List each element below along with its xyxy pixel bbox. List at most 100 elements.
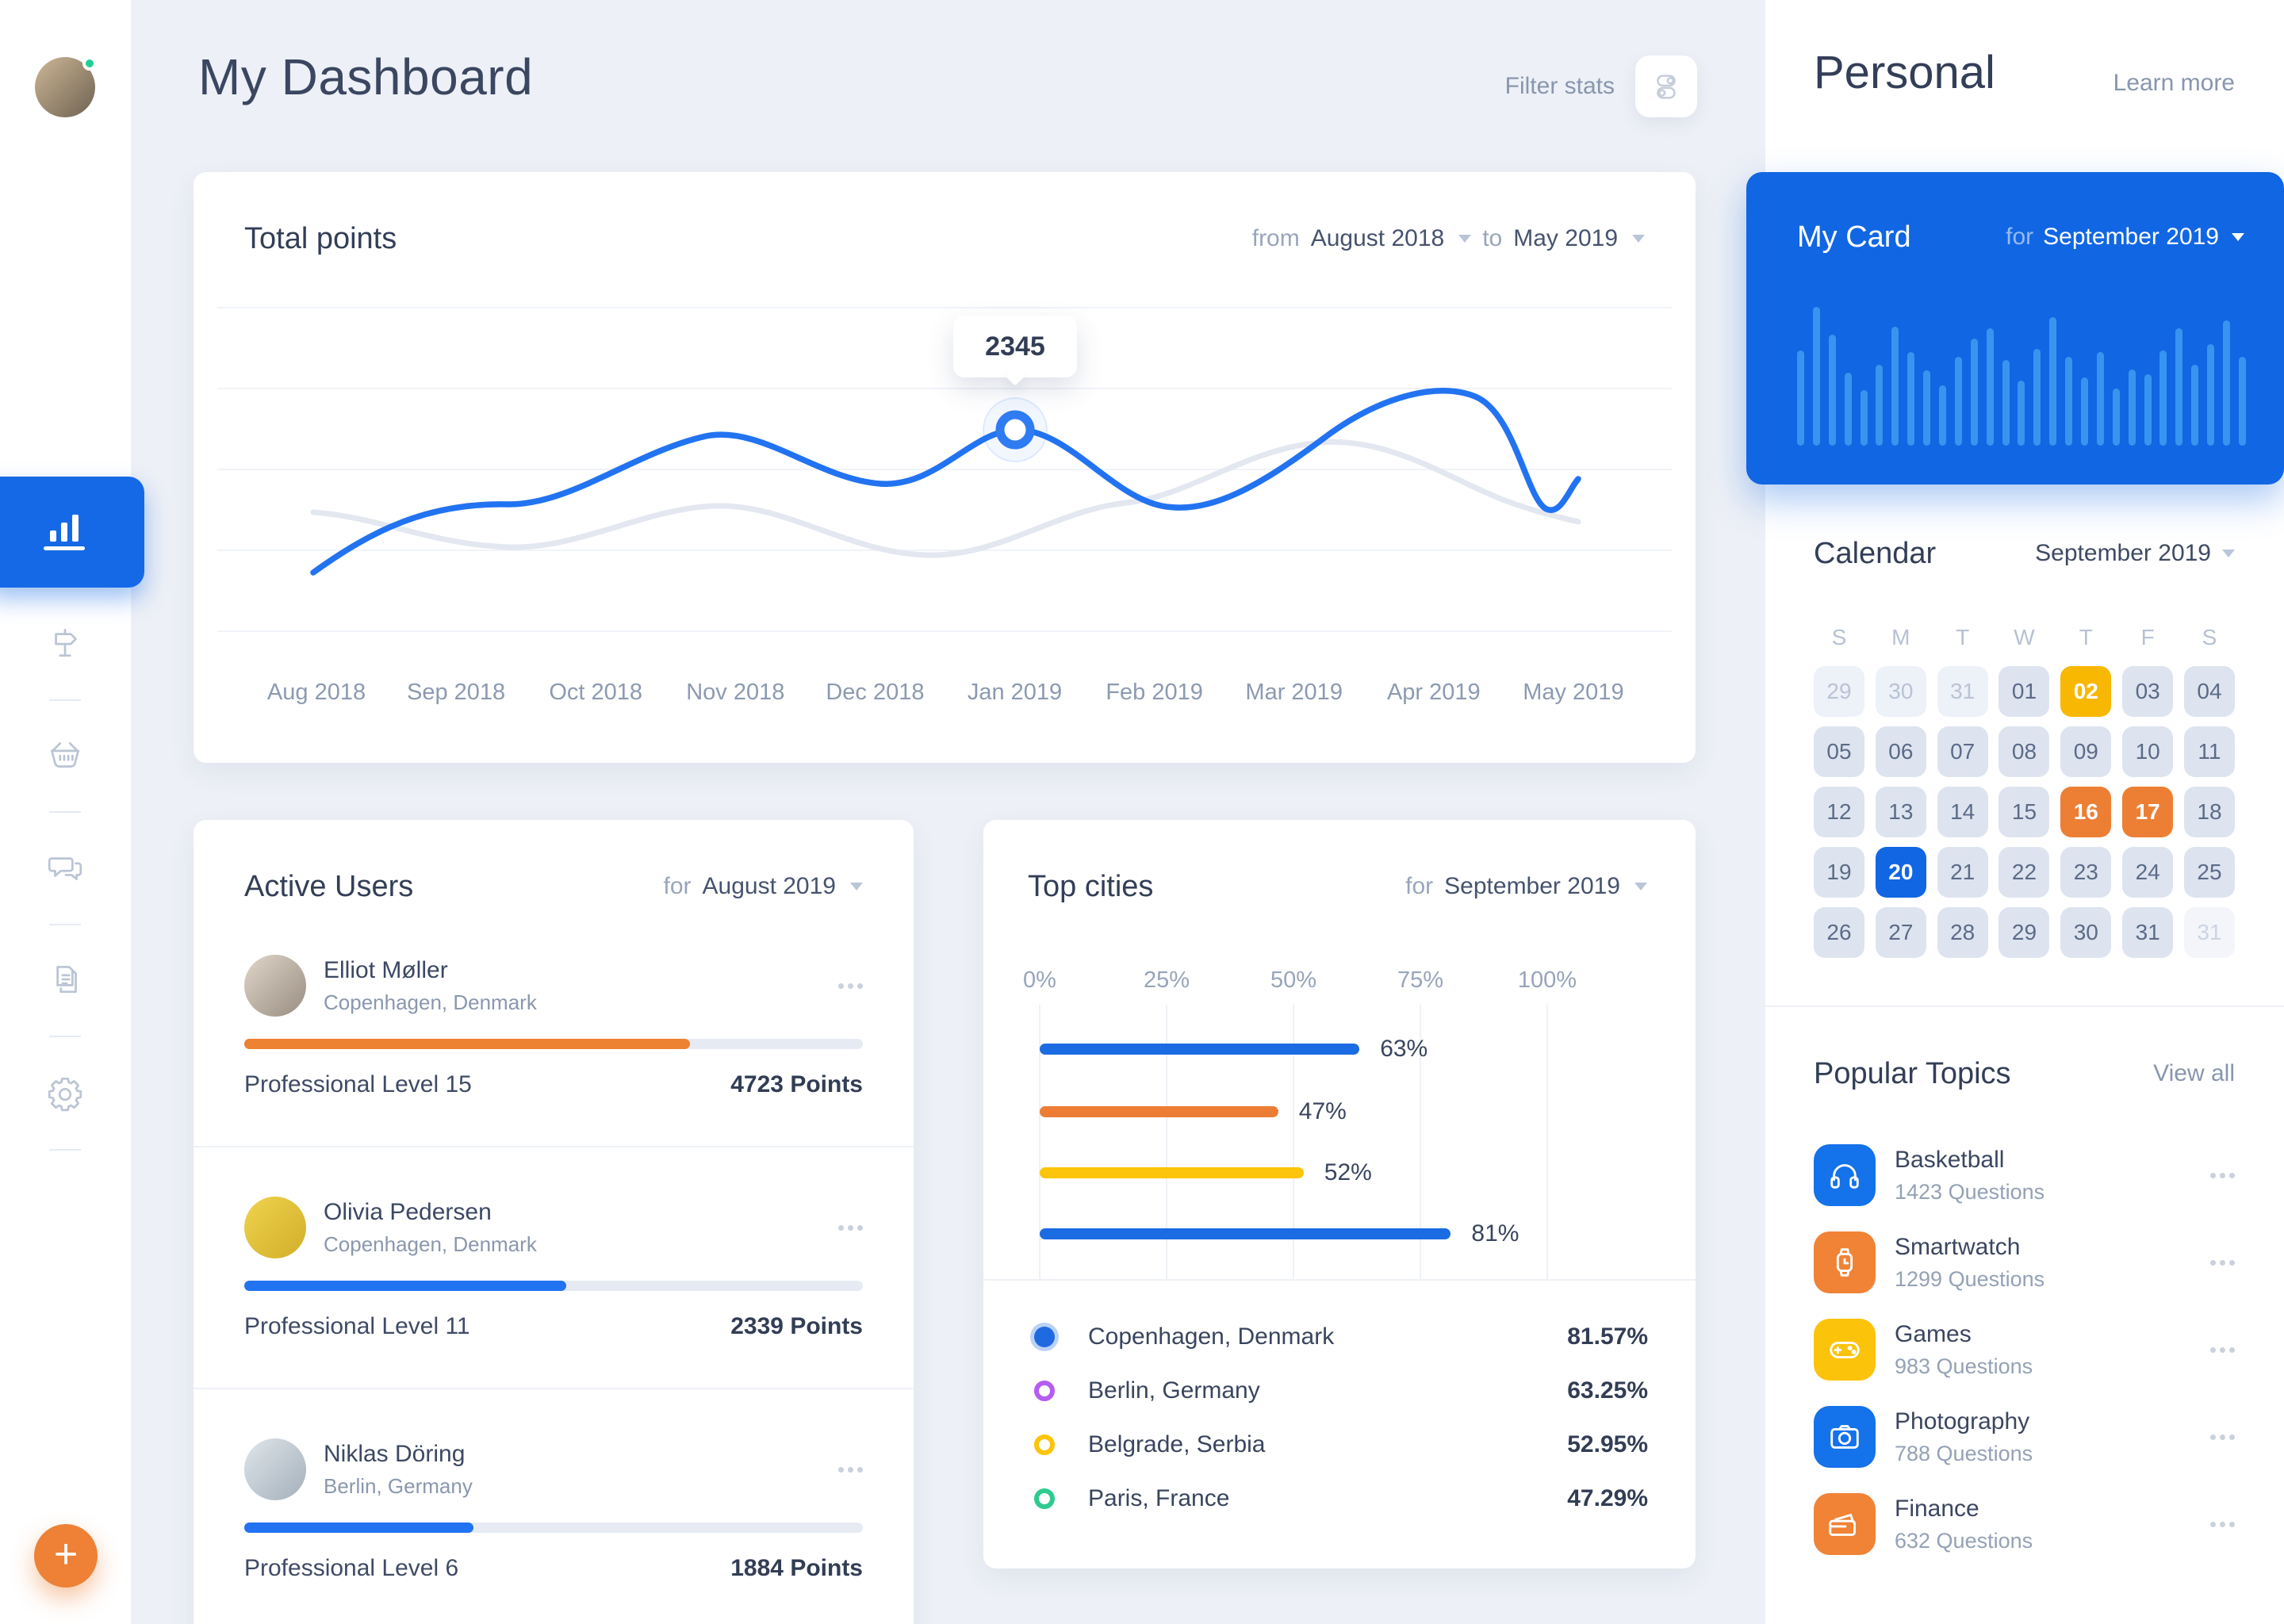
x-axis-tick: Dec 2018 [826, 680, 925, 705]
total-points-line-chart [217, 307, 1672, 632]
more-options-button[interactable] [838, 1466, 863, 1473]
calendar-day[interactable]: 28 [1937, 907, 1988, 958]
calendar-day[interactable]: 19 [1814, 847, 1864, 898]
calendar-day[interactable]: 06 [1875, 726, 1926, 777]
calendar-day[interactable]: 05 [1814, 726, 1864, 777]
progress-fill [244, 1281, 566, 1291]
calendar-day[interactable]: 10 [2122, 726, 2174, 777]
activity-bar [1907, 352, 1915, 446]
view-all-link[interactable]: View all [2153, 1060, 2235, 1086]
divider [1765, 1005, 2284, 1007]
calendar-day[interactable]: 12 [1814, 787, 1864, 837]
learn-more-link[interactable]: Learn more [2113, 70, 2235, 96]
more-options-button[interactable] [2210, 1346, 2235, 1353]
calendar-day[interactable]: 29 [1998, 907, 2050, 958]
top-cities-period-select[interactable]: September 2019 [1444, 873, 1620, 899]
calendar-day[interactable]: 22 [1998, 847, 2050, 898]
calendar-day[interactable]: 18 [2183, 787, 2235, 837]
for-label: for [663, 873, 692, 899]
calendar-day[interactable]: 11 [2183, 726, 2235, 777]
more-options-button[interactable] [2210, 1172, 2235, 1178]
page-title: My Dashboard [198, 48, 534, 105]
more-options-button[interactable] [2210, 1259, 2235, 1266]
calendar-day[interactable]: 13 [1875, 787, 1926, 837]
calendar-day[interactable]: 31 [1937, 666, 1988, 717]
calendar-day[interactable]: 09 [2060, 726, 2112, 777]
x-axis-tick: Nov 2018 [686, 680, 785, 705]
sidebar-item-dashboard[interactable] [0, 477, 144, 588]
topic-row[interactable]: Finance 632 Questions [1814, 1493, 2235, 1555]
more-options-button[interactable] [838, 982, 863, 989]
calendar-day[interactable]: 15 [1998, 787, 2050, 837]
calendar-day[interactable]: 04 [2183, 666, 2235, 717]
activity-bar [2128, 370, 2136, 446]
sidebar-item-shop[interactable] [33, 732, 97, 776]
avatar[interactable] [244, 955, 306, 1017]
calendar-day[interactable]: 25 [2183, 847, 2235, 898]
calendar-day[interactable]: 20 [1875, 847, 1926, 898]
calendar-day[interactable]: 16 [2060, 787, 2112, 837]
top-cities-legend: Copenhagen, Denmark 81.57% Berlin, Germany… [1034, 1320, 1648, 1535]
calendar-day[interactable]: 26 [1814, 907, 1864, 958]
calendar-day[interactable]: 31 [2183, 907, 2235, 958]
sidebar-item-milestones[interactable] [33, 620, 97, 665]
user-row: Elliot Møller Copenhagen, Denmark Professi… [244, 955, 863, 1098]
calendar-day[interactable]: 23 [2060, 847, 2112, 898]
calendar-day[interactable]: 24 [2122, 847, 2174, 898]
filter-stats-button[interactable] [1635, 56, 1697, 117]
more-options-button[interactable] [838, 1224, 863, 1231]
calendar-day[interactable]: 17 [2122, 787, 2174, 837]
dot-icon [2220, 1521, 2225, 1527]
activity-bar [1860, 390, 1868, 446]
topic-row[interactable]: Smartwatch 1299 Questions [1814, 1231, 2235, 1293]
calendar-period-select[interactable]: September 2019 [2035, 540, 2235, 567]
calendar-day[interactable]: 01 [1998, 666, 2050, 717]
active-users-period-select[interactable]: August 2019 [702, 873, 836, 899]
chart-tooltip: 2345 [953, 316, 1077, 377]
more-options-button[interactable] [2210, 1434, 2235, 1440]
dot-icon [2229, 1259, 2235, 1266]
user-avatar[interactable] [35, 56, 97, 117]
sidebar-item-documents[interactable] [33, 956, 97, 1001]
dot-icon [2229, 1521, 2235, 1527]
avatar[interactable] [244, 1438, 306, 1500]
for-label: for [1405, 873, 1434, 899]
calendar-day[interactable]: 02 [2060, 666, 2112, 717]
calendar-day[interactable]: 30 [2060, 907, 2112, 958]
more-options-button[interactable] [2210, 1521, 2235, 1527]
topic-name: Finance [1895, 1495, 1979, 1522]
calendar-day[interactable]: 07 [1937, 726, 1988, 777]
topic-questions-count: 1423 Questions [1895, 1179, 2045, 1204]
avatar[interactable] [244, 1197, 306, 1258]
x-axis-tick: Sep 2018 [407, 680, 506, 705]
topic-row[interactable]: Basketball 1423 Questions [1814, 1144, 2235, 1206]
calendar-day[interactable]: 08 [1998, 726, 2050, 777]
sidebar-item-settings[interactable] [33, 1071, 97, 1115]
calendar-day[interactable]: 29 [1814, 666, 1864, 717]
plus-icon: + [53, 1531, 79, 1577]
add-button[interactable]: + [34, 1524, 98, 1588]
activity-bar [1923, 370, 1931, 446]
to-date-select[interactable]: May 2019 [1513, 225, 1618, 251]
sidebar-item-messages[interactable] [33, 845, 97, 889]
chevron-down-icon [2232, 233, 2244, 241]
topic-questions-count: 983 Questions [1895, 1354, 2033, 1378]
activity-bar [1797, 350, 1804, 446]
calendar-day[interactable]: 27 [1875, 907, 1926, 958]
user-location: Copenhagen, Denmark [324, 1231, 537, 1256]
dot-icon [838, 982, 844, 989]
from-date-select[interactable]: August 2018 [1310, 225, 1445, 251]
calendar-day[interactable]: 31 [2122, 907, 2174, 958]
calendar-day[interactable]: 14 [1937, 787, 1988, 837]
calendar-day[interactable]: 21 [1937, 847, 1988, 898]
calendar-day[interactable]: 03 [2122, 666, 2174, 717]
my-card-period-select[interactable]: September 2019 [2043, 224, 2219, 250]
sidebar-divider [49, 1036, 81, 1037]
weekday-label: S [1831, 625, 1847, 649]
calendar-day[interactable]: 30 [1875, 666, 1926, 717]
activity-bar [2112, 389, 2120, 446]
topic-row[interactable]: Photography 788 Questions [1814, 1406, 2235, 1468]
filter-stats-label: Filter stats [1504, 73, 1615, 99]
topic-row[interactable]: Games 983 Questions [1814, 1319, 2235, 1381]
activity-bar [1954, 357, 1962, 446]
